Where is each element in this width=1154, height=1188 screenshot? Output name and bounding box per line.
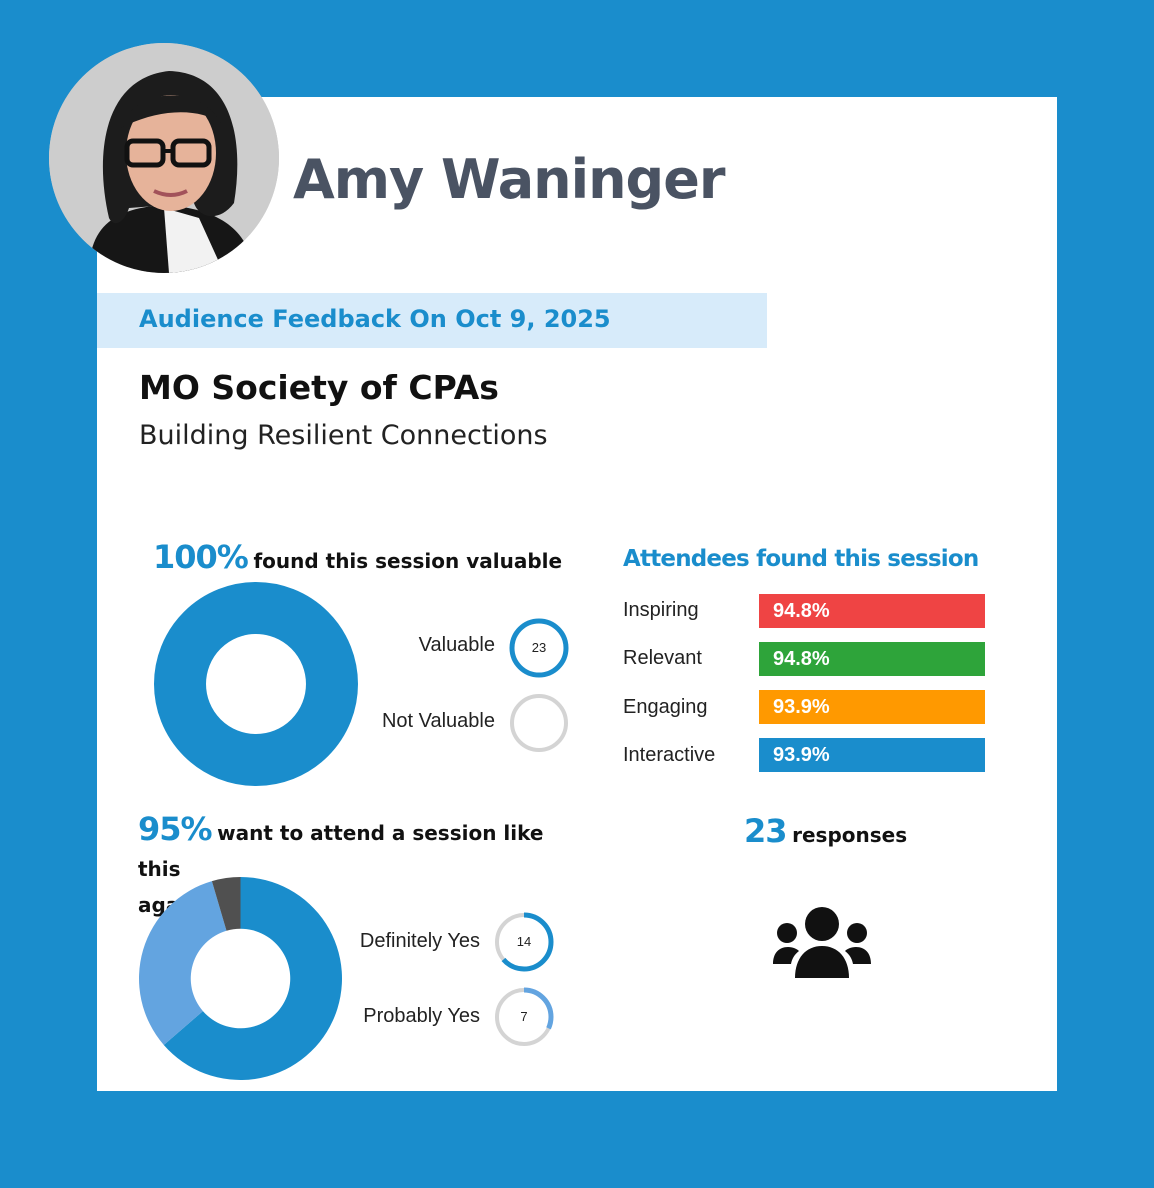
attribute-label-relevant: Relevant — [623, 647, 702, 669]
feedback-banner — [97, 293, 767, 348]
legend-probably-yes-ring: 7 — [494, 987, 554, 1047]
attend-again-percentage: 95% — [138, 810, 213, 848]
legend-not-valuable-label: Not Valuable — [381, 710, 495, 732]
legend-probably-yes-label: Probably Yes — [363, 1005, 480, 1027]
people-group-icon — [773, 907, 871, 978]
speaker-name: Amy Waninger — [293, 148, 725, 211]
attribute-label-interactive: Interactive — [623, 744, 716, 766]
responses-count: 23 — [744, 812, 788, 850]
legend-valuable-count: 23 — [532, 640, 546, 655]
legend-definitely-yes-label: Definitely Yes — [359, 930, 480, 952]
feedback-date-label: Audience Feedback On Oct 9, 2025 — [139, 305, 611, 333]
valuable-slice-valuable — [154, 582, 358, 786]
attribute-label-inspiring: Inspiring — [623, 599, 699, 621]
valuable-headline-text: found this session valuable — [253, 549, 563, 573]
attribute-bar-engaging: 93.9% — [759, 690, 985, 724]
attend-again-headline-text: want to attend a session like this — [138, 821, 544, 881]
speaker-avatar — [49, 43, 279, 273]
responses-label: responses — [792, 823, 908, 847]
legend-definitely-yes-count: 14 — [517, 934, 531, 949]
valuable-donut-chart — [154, 582, 358, 786]
legend-definitely-yes-ring: 14 — [494, 912, 554, 972]
legend-valuable-label: Valuable — [418, 634, 495, 656]
attend-again-donut-chart — [139, 877, 342, 1080]
attend-again-slice-probably-yes — [139, 881, 227, 1045]
attribute-label-engaging: Engaging — [623, 696, 708, 718]
speaker-portrait — [49, 43, 279, 273]
valuable-percentage: 100% — [153, 538, 249, 576]
legend-valuable-ring: 23 — [509, 618, 569, 678]
attribute-bar-inspiring: 94.8% — [759, 594, 985, 628]
valuable-headline: 100% found this session valuable — [153, 538, 562, 576]
attend-again-slice-definitely-yes — [163, 877, 342, 1080]
responses-headline: 23 responses — [744, 812, 907, 850]
attributes-title: Attendees found this session — [623, 546, 979, 572]
legend-not-valuable-ring — [510, 694, 568, 752]
legend-probably-yes-count: 7 — [520, 1009, 527, 1024]
attend-again-slice-other — [211, 877, 241, 931]
attribute-bar-interactive: 93.9% — [759, 738, 985, 772]
session-title: Building Resilient Connections — [139, 420, 548, 451]
attribute-bar-relevant: 94.8% — [759, 642, 985, 676]
organization-name: MO Society of CPAs — [139, 368, 499, 407]
